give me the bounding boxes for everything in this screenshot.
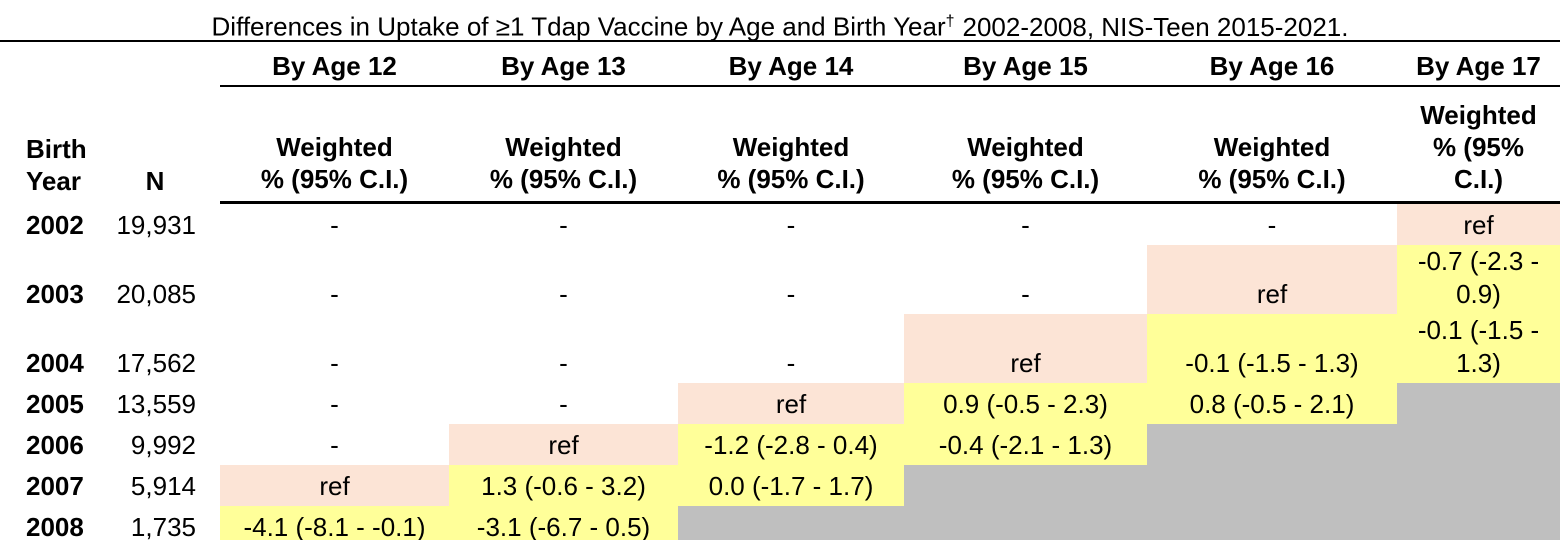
col-header-by-age-13: By Age 13: [449, 42, 678, 87]
subheader-row: Birth Year N Weighted% (95% C.I.) Weight…: [0, 86, 1560, 204]
value-cell-age-17: [1397, 383, 1560, 424]
subheader-age-17: Weighted% (95% C.I.): [1397, 86, 1560, 204]
value-cell-age-12: -: [330, 430, 339, 460]
birth-year-cell: 2008: [26, 512, 84, 540]
col-header-by-age-17: By Age 17: [1397, 42, 1560, 87]
table-row: 2006 9,992 - ref -1.2 (-2.8 - 0.4) -0.4 (-2.1…: [0, 424, 1560, 465]
col-header-by-age-16: By Age 16: [1147, 42, 1397, 87]
results-table: By Age 12 By Age 13 By Age 14 By Age 15 …: [0, 42, 1560, 540]
n-cell: 9,992: [130, 430, 196, 460]
value-cell-age-13: 1.3 (-0.6 - 3.2): [449, 465, 678, 506]
value-cell-age-17: -0.1 (-1.5 - 1.3): [1397, 314, 1560, 383]
value-cell-age-16: [1147, 506, 1397, 540]
value-cell-age-15: [904, 465, 1147, 506]
subheader-age-12: Weighted% (95% C.I.): [220, 86, 449, 204]
value-cell-age-13: -: [559, 389, 568, 419]
value-cell-age-16: -0.1 (-1.5 - 1.3): [1147, 314, 1397, 383]
value-cell-age-16: ref: [1147, 245, 1397, 314]
value-cell-age-14: [678, 506, 904, 540]
table-body: 2002 19,931- - - - - ref 2003 20,085- - - - ref -0.7 …: [0, 202, 1560, 540]
birth-year-cell: 2005: [26, 389, 84, 419]
table-row: 2004 17,562- - - ref -0.1 (-1.5 - 1.3) -0.1 (-…: [0, 314, 1560, 383]
n-cell: 17,562: [116, 348, 196, 378]
value-cell-age-13: -: [559, 279, 568, 309]
value-cell-age-15: 0.9 (-0.5 - 2.3): [904, 383, 1147, 424]
table-title: Differences in Uptake of ≥1 Tdap Vaccine…: [0, 0, 1560, 42]
value-cell-age-12: -: [330, 348, 339, 378]
value-cell-age-17: ref: [1397, 202, 1560, 245]
subheader-age-14: Weighted% (95% C.I.): [678, 86, 904, 204]
n-cell: 20,085: [116, 279, 196, 309]
table-row: 2005 13,559 - - ref 0.9 (-0.5 - 2.3) 0.8 (-0.5…: [0, 383, 1560, 424]
title-text: Differences in Uptake of ≥1 Tdap Vaccine…: [211, 11, 946, 42]
birth-year-cell: 2004: [26, 348, 84, 378]
n-cell: 5,914: [130, 471, 196, 501]
value-cell-age-12: -4.1 (-8.1 - -0.1): [220, 506, 449, 540]
value-cell-age-17: -0.7 (-2.3 - 0.9): [1397, 245, 1560, 314]
value-cell-age-15: -: [1021, 210, 1030, 240]
value-cell-age-15: -: [1021, 279, 1030, 309]
value-cell-age-16: 0.8 (-0.5 - 2.1): [1147, 383, 1397, 424]
n-cell: 19,931: [116, 210, 196, 240]
value-cell-age-16: [1147, 424, 1397, 465]
birth-year-cell: 2003: [26, 279, 84, 309]
value-cell-age-12: -: [330, 279, 339, 309]
value-cell-age-13: -3.1 (-6.7 - 0.5): [449, 506, 678, 540]
value-cell-age-17: [1397, 506, 1560, 540]
table-row: 2007 5,914 ref 1.3 (-0.6 - 3.2) 0.0 (-1.7 - …: [0, 465, 1560, 506]
value-cell-age-14: -: [786, 210, 796, 240]
value-cell-age-13: -: [559, 210, 568, 240]
value-cell-age-13: ref: [449, 424, 678, 465]
value-cell-age-14: -1.2 (-2.8 - 0.4): [678, 424, 904, 465]
birth-year-cell: 2007: [26, 471, 84, 501]
n-cell: 13,559: [116, 389, 196, 419]
value-cell-age-12: -: [330, 389, 339, 419]
value-cell-age-16: [1147, 465, 1397, 506]
n-spacer: [110, 42, 220, 86]
table-row: 2002 19,931 - - - - - ref: [0, 202, 1560, 245]
subheader-age-15: Weighted% (95% C.I.): [904, 86, 1147, 204]
value-cell-age-14: ref: [678, 383, 904, 424]
table-row: 2003 20,085 - - - - ref -0.7 (-2.3 - 0.9): [0, 245, 1560, 314]
table-row: 2008 1,735 -4.1 (-8.1 - -0.1) -3.1 (-6.7 - …: [0, 506, 1560, 540]
age-header-row: By Age 12 By Age 13 By Age 14 By Age 15 …: [0, 42, 1560, 87]
corner-spacer: [0, 42, 110, 86]
value-cell-age-14: -: [786, 348, 796, 378]
value-cell-age-17: [1397, 465, 1560, 506]
subheader-age-13: Weighted% (95% C.I.): [449, 86, 678, 204]
value-cell-age-15: ref: [904, 314, 1147, 383]
value-cell-age-17: [1397, 424, 1560, 465]
title-divider: [0, 40, 1560, 42]
birth-year-cell: 2002: [26, 210, 84, 240]
n-header: N: [145, 165, 165, 196]
value-cell-age-12: -: [330, 210, 339, 240]
title-text-period: 2002-2008, NIS-Teen 2015-2021.: [962, 11, 1349, 42]
value-cell-age-15: -0.4 (-2.1 - 1.3): [904, 424, 1147, 465]
value-cell-age-16: -: [1267, 210, 1277, 240]
dagger-footnote-marker: †: [945, 13, 955, 30]
birth-year-cell: 2006: [26, 430, 84, 460]
value-cell-age-13: -: [559, 348, 568, 378]
value-cell-age-14: 0.0 (-1.7 - 1.7): [678, 465, 904, 506]
n-cell: 1,735: [130, 512, 196, 540]
subheader-age-16: Weighted% (95% C.I.): [1147, 86, 1397, 204]
value-cell-age-15: [904, 506, 1147, 540]
col-header-by-age-14: By Age 14: [678, 42, 904, 87]
col-header-by-age-12: By Age 12: [220, 42, 449, 87]
col-header-by-age-15: By Age 15: [904, 42, 1147, 87]
birth-year-header: Birth Year: [26, 133, 87, 196]
value-cell-age-14: -: [786, 279, 796, 309]
value-cell-age-12: ref: [220, 465, 449, 506]
